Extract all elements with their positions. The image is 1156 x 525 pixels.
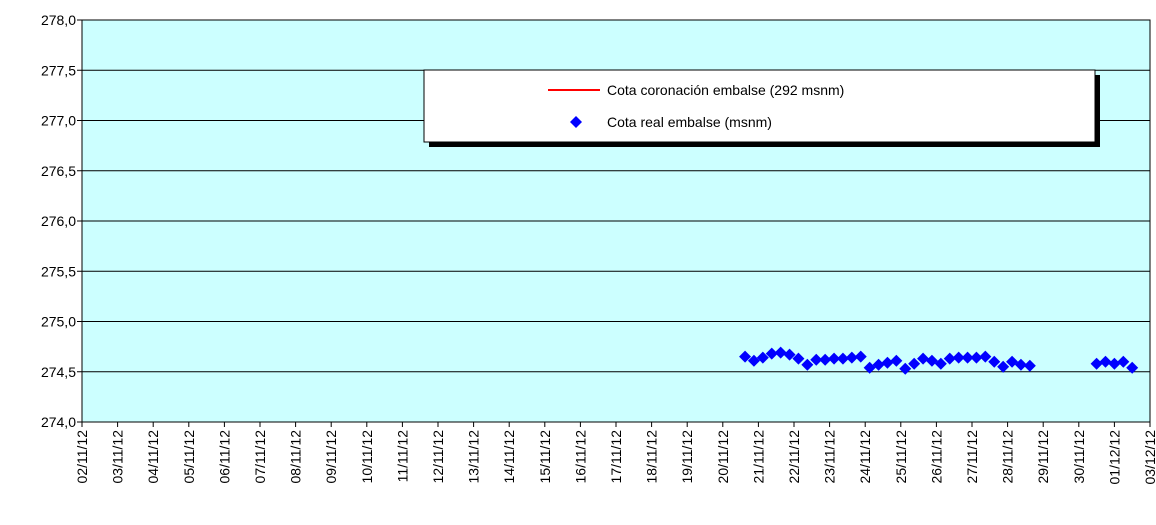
y-tick-label: 278,0 xyxy=(41,12,76,28)
x-tick-label: 24/11/12 xyxy=(857,430,873,484)
y-tick-label: 276,5 xyxy=(41,163,76,179)
x-tick-label: 03/11/12 xyxy=(110,430,126,484)
data-point xyxy=(1108,357,1121,370)
data-point xyxy=(899,362,912,375)
y-tick-label: 276,0 xyxy=(41,213,76,229)
data-point xyxy=(997,360,1010,373)
x-tick-label: 10/11/12 xyxy=(359,430,375,484)
data-point xyxy=(952,351,965,364)
data-point xyxy=(819,353,832,366)
data-point xyxy=(872,358,885,371)
data-point xyxy=(1126,361,1139,374)
x-tick-label: 16/11/12 xyxy=(572,430,588,484)
data-point xyxy=(801,358,814,371)
y-tick-label: 274,0 xyxy=(41,414,76,430)
data-point xyxy=(854,350,867,363)
data-point xyxy=(979,350,992,363)
x-tick-label: 07/11/12 xyxy=(252,430,268,484)
x-tick-label: 28/11/12 xyxy=(1000,430,1016,484)
x-tick-label: 06/11/12 xyxy=(216,430,232,484)
legend-label: Cota real embalse (msnm) xyxy=(607,114,772,130)
x-tick-label: 20/11/12 xyxy=(715,430,731,484)
x-tick-label: 30/11/12 xyxy=(1071,430,1087,484)
data-point xyxy=(934,357,947,370)
x-tick-label: 27/11/12 xyxy=(964,430,980,484)
y-tick-label: 274,5 xyxy=(41,364,76,380)
data-point xyxy=(783,348,796,361)
data-point xyxy=(988,355,1001,368)
data-point xyxy=(828,352,841,365)
x-tick-label: 29/11/12 xyxy=(1035,430,1051,484)
x-tick-label: 12/11/12 xyxy=(430,430,446,484)
x-tick-label: 09/11/12 xyxy=(323,430,339,484)
data-point xyxy=(836,352,849,365)
series-layer xyxy=(739,346,1139,375)
x-tick-label: 18/11/12 xyxy=(644,430,660,484)
data-point xyxy=(908,357,921,370)
x-tick-label: 21/11/12 xyxy=(750,430,766,484)
data-point xyxy=(917,352,930,365)
data-point xyxy=(810,353,823,366)
data-point xyxy=(739,350,752,363)
x-tick-label: 01/12/12 xyxy=(1106,430,1122,485)
legend-label: Cota coronación embalse (292 msnm) xyxy=(607,82,844,98)
data-point xyxy=(1117,355,1130,368)
x-tick-label: 15/11/12 xyxy=(537,430,553,484)
data-point xyxy=(890,354,903,367)
x-tick-label: 26/11/12 xyxy=(928,430,944,484)
x-tick-label: 25/11/12 xyxy=(893,430,909,484)
y-tick-label: 277,5 xyxy=(41,62,76,78)
data-point xyxy=(774,346,787,359)
plot-border xyxy=(81,19,1151,423)
data-point xyxy=(792,352,805,365)
data-point xyxy=(943,352,956,365)
data-point xyxy=(756,351,769,364)
x-tick-label: 03/12/12 xyxy=(1142,430,1156,485)
data-point xyxy=(845,351,858,364)
data-point xyxy=(1023,359,1036,372)
data-point xyxy=(1090,357,1103,370)
x-tick-label: 13/11/12 xyxy=(466,430,482,484)
x-tick-label: 14/11/12 xyxy=(501,430,517,484)
x-tick-label: 17/11/12 xyxy=(608,430,624,484)
y-tick-label: 277,0 xyxy=(41,113,76,129)
x-tick-label: 02/11/12 xyxy=(74,430,90,484)
legend-marker xyxy=(570,116,582,128)
data-point xyxy=(881,356,894,369)
x-tick-label: 11/11/12 xyxy=(394,430,410,483)
data-point xyxy=(1014,358,1027,371)
data-point xyxy=(961,351,974,364)
x-tick-label: 22/11/12 xyxy=(786,430,802,484)
data-point xyxy=(765,347,778,360)
data-point xyxy=(970,351,983,364)
y-tick-label: 275,0 xyxy=(41,314,76,330)
x-tick-label: 05/11/12 xyxy=(181,430,197,484)
y-tick-label: 275,5 xyxy=(41,263,76,279)
x-tick-label: 08/11/12 xyxy=(288,430,304,484)
x-tick-label: 19/11/12 xyxy=(679,430,695,484)
legend xyxy=(423,69,1096,143)
x-tick-label: 04/11/12 xyxy=(145,430,161,484)
x-tick-label: 23/11/12 xyxy=(822,430,838,484)
data-point xyxy=(1099,355,1112,368)
